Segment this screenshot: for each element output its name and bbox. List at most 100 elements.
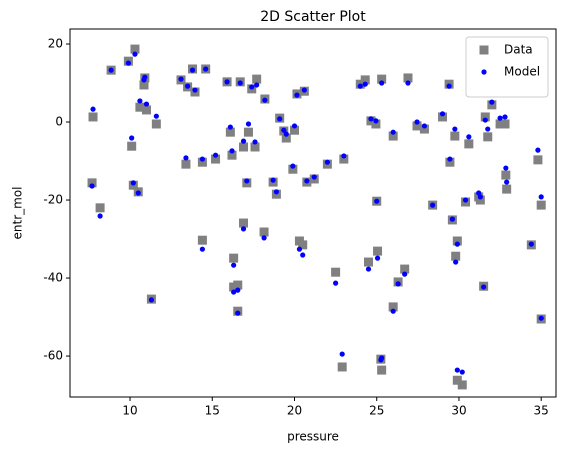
point <box>504 179 510 185</box>
point <box>199 156 205 162</box>
point <box>142 74 148 80</box>
point <box>331 267 341 277</box>
point <box>252 139 258 145</box>
point <box>290 163 296 169</box>
point <box>400 264 410 274</box>
point <box>414 119 420 125</box>
point <box>283 131 289 137</box>
point <box>262 97 268 103</box>
point <box>454 367 460 373</box>
point <box>341 153 347 159</box>
point <box>446 83 452 89</box>
point <box>500 119 510 129</box>
legend-label: Data <box>504 43 533 57</box>
point <box>97 213 103 219</box>
point <box>239 218 249 228</box>
point <box>481 284 487 290</box>
point <box>240 138 247 144</box>
point <box>197 235 207 245</box>
point <box>374 198 380 204</box>
point <box>135 102 145 112</box>
point <box>449 216 455 222</box>
point <box>502 114 508 120</box>
point <box>225 127 235 137</box>
point <box>235 310 241 316</box>
point <box>535 147 541 153</box>
point <box>231 262 237 268</box>
point <box>452 236 462 246</box>
y-axis-label: entr_mol <box>11 187 25 240</box>
point <box>130 180 136 186</box>
point <box>477 194 483 200</box>
point <box>129 135 135 141</box>
point <box>405 80 411 86</box>
point <box>244 178 250 184</box>
point <box>229 253 239 263</box>
point <box>95 203 105 213</box>
point <box>137 98 143 104</box>
point <box>368 116 374 122</box>
point <box>538 315 544 321</box>
point <box>377 74 387 84</box>
point <box>181 159 191 169</box>
point <box>438 112 448 122</box>
point <box>141 105 151 115</box>
point <box>475 195 485 205</box>
point <box>148 297 155 303</box>
y-tick-label: -20 <box>43 193 63 207</box>
point <box>450 131 460 141</box>
point <box>153 113 159 119</box>
point <box>362 81 368 87</box>
point <box>487 100 497 110</box>
point <box>197 157 207 167</box>
point <box>339 154 349 164</box>
point <box>143 101 150 107</box>
point <box>281 133 291 143</box>
point <box>254 82 260 88</box>
point <box>245 121 252 127</box>
point <box>445 157 455 167</box>
point <box>495 119 505 129</box>
x-tick-label: 10 <box>122 404 137 418</box>
point <box>301 87 307 93</box>
point <box>273 189 280 195</box>
point <box>184 83 191 89</box>
point <box>373 118 379 124</box>
point <box>250 142 260 152</box>
point <box>502 184 512 194</box>
point <box>212 152 219 158</box>
point <box>419 124 429 134</box>
point <box>533 155 543 165</box>
point <box>192 87 198 93</box>
x-tick-label: 20 <box>287 404 302 418</box>
point <box>374 255 381 261</box>
point <box>379 355 385 361</box>
point <box>453 259 459 265</box>
point <box>357 83 363 89</box>
point <box>88 112 98 122</box>
x-tick-label: 25 <box>369 404 384 418</box>
point <box>304 178 310 184</box>
point <box>132 51 138 57</box>
point <box>270 177 276 183</box>
point <box>281 127 287 133</box>
point <box>183 155 189 161</box>
point <box>452 126 458 132</box>
point <box>130 44 140 54</box>
point <box>211 154 221 164</box>
point <box>300 252 306 258</box>
point <box>87 178 97 188</box>
point <box>296 246 303 252</box>
point <box>291 123 298 129</box>
point <box>203 66 209 72</box>
point <box>412 121 422 131</box>
point <box>261 235 267 241</box>
x-axis-label: pressure <box>287 430 339 444</box>
point <box>528 241 534 247</box>
point <box>482 117 488 123</box>
point <box>237 80 243 86</box>
point <box>339 351 345 357</box>
y-tick-label: 0 <box>55 115 63 129</box>
point <box>451 251 461 261</box>
point <box>485 126 491 132</box>
